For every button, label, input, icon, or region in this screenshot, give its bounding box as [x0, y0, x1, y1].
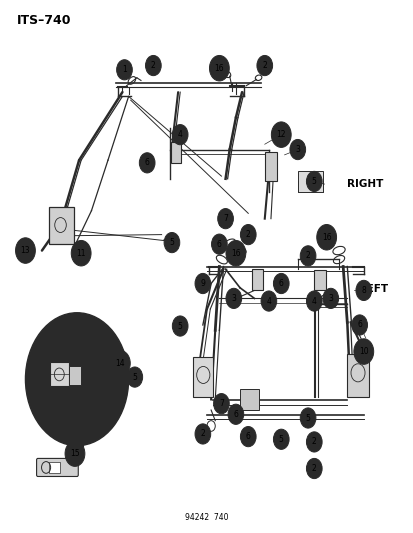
Text: ITS–740: ITS–740 [17, 14, 71, 27]
Bar [297, 171, 322, 192]
Circle shape [145, 55, 161, 76]
Circle shape [351, 315, 367, 335]
Text: 1: 1 [122, 66, 126, 74]
Bar [264, 152, 276, 181]
Bar [50, 362, 69, 386]
Circle shape [225, 240, 245, 266]
Bar [313, 270, 325, 290]
Text: 5: 5 [132, 373, 137, 382]
Text: 5: 5 [311, 177, 316, 186]
Circle shape [139, 153, 154, 173]
Text: 7: 7 [218, 399, 223, 408]
Circle shape [65, 441, 85, 466]
Text: 2: 2 [311, 464, 316, 473]
Circle shape [240, 426, 256, 447]
Circle shape [306, 171, 321, 191]
Circle shape [353, 339, 373, 365]
Circle shape [195, 424, 210, 444]
Text: 16: 16 [230, 249, 240, 258]
Bar [49, 462, 59, 473]
Circle shape [240, 224, 256, 245]
Circle shape [127, 367, 142, 387]
Text: 94242  740: 94242 740 [185, 513, 228, 522]
Circle shape [25, 313, 128, 446]
Circle shape [256, 55, 272, 76]
Text: 6: 6 [233, 410, 238, 419]
Text: 2: 2 [311, 438, 316, 447]
Bar [49, 207, 74, 244]
Bar [193, 357, 213, 397]
Text: 5: 5 [177, 321, 182, 330]
Text: 2: 2 [305, 252, 310, 260]
Text: 11: 11 [76, 249, 85, 258]
Circle shape [172, 316, 188, 336]
Bar [143, 156, 151, 165]
Bar [69, 366, 81, 384]
Text: 16: 16 [214, 64, 224, 72]
Text: RIGHT: RIGHT [347, 179, 383, 189]
Text: 6: 6 [245, 432, 250, 441]
Circle shape [322, 288, 338, 309]
Circle shape [261, 291, 276, 311]
Circle shape [273, 273, 288, 294]
Bar [170, 142, 180, 163]
Circle shape [164, 232, 179, 253]
Circle shape [217, 208, 233, 229]
Text: 2: 2 [262, 61, 266, 70]
Text: 2: 2 [151, 61, 155, 70]
Text: 4: 4 [266, 296, 271, 305]
Text: LEFT: LEFT [359, 284, 387, 294]
Circle shape [79, 397, 85, 406]
Bar [251, 269, 263, 290]
Text: 7: 7 [223, 214, 228, 223]
Text: 4: 4 [177, 130, 182, 139]
Circle shape [71, 240, 91, 266]
Text: 2: 2 [200, 430, 205, 439]
Circle shape [195, 273, 210, 294]
FancyBboxPatch shape [36, 458, 78, 477]
Text: 5: 5 [169, 238, 174, 247]
Text: 10: 10 [358, 347, 368, 356]
Circle shape [213, 393, 229, 414]
Text: 15: 15 [70, 449, 80, 458]
Bar [240, 389, 258, 410]
Circle shape [211, 234, 227, 254]
Text: 6: 6 [356, 320, 361, 329]
Circle shape [16, 238, 35, 263]
Text: 5: 5 [305, 414, 310, 423]
Circle shape [306, 291, 321, 311]
Circle shape [228, 404, 243, 424]
Circle shape [116, 60, 132, 80]
Circle shape [172, 125, 188, 145]
Text: 4: 4 [311, 296, 316, 305]
Text: 6: 6 [216, 240, 221, 249]
Text: 14: 14 [115, 359, 125, 368]
Text: 3: 3 [231, 294, 236, 303]
Bar [347, 354, 368, 397]
Circle shape [271, 122, 290, 148]
Text: 3: 3 [328, 294, 332, 303]
Circle shape [299, 246, 315, 266]
Text: 9: 9 [200, 279, 205, 288]
Text: 6: 6 [145, 158, 149, 167]
Circle shape [316, 224, 336, 250]
Circle shape [306, 432, 321, 452]
Circle shape [299, 408, 315, 428]
Text: 3: 3 [294, 145, 299, 154]
Circle shape [225, 288, 241, 309]
Text: 5: 5 [278, 435, 283, 444]
Text: 12: 12 [276, 130, 285, 139]
Text: 13: 13 [21, 246, 30, 255]
Bar [219, 212, 229, 225]
Circle shape [110, 351, 130, 376]
Circle shape [289, 140, 305, 160]
Circle shape [209, 55, 229, 81]
Text: 2: 2 [245, 230, 250, 239]
Text: 8: 8 [361, 286, 365, 295]
Text: 16: 16 [321, 233, 331, 242]
Text: 6: 6 [278, 279, 283, 288]
Circle shape [273, 429, 288, 449]
Circle shape [355, 280, 371, 301]
Circle shape [306, 458, 321, 479]
